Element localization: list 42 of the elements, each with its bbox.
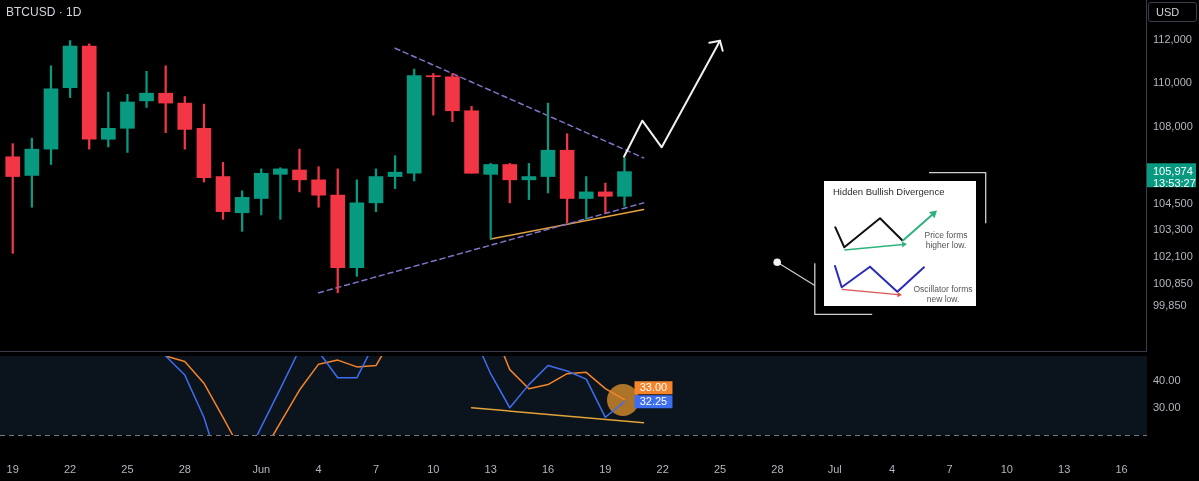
x-tick-label: 22	[656, 462, 669, 475]
x-tick-label: 28	[178, 462, 191, 475]
y-tick-label: 104,500	[1153, 196, 1193, 209]
y-tick-label: 108,000	[1153, 120, 1193, 133]
x-tick-label: 19	[599, 462, 612, 475]
y-tick-label: 99,850	[1153, 298, 1187, 311]
annotation: Oscillator forms new low.	[912, 284, 974, 304]
y-tick-label: 40.00	[1153, 373, 1181, 386]
candlestick	[292, 148, 307, 193]
annotation: Price forms higher low.	[923, 230, 969, 250]
x-tick-label: 10	[427, 462, 440, 475]
x-tick-label: 10	[1000, 462, 1013, 475]
x-tick-label: 7	[372, 462, 380, 475]
x-tick-label: 19	[6, 462, 19, 475]
x-tick-label: 4	[889, 462, 896, 475]
y-axis-title: USD	[1148, 2, 1197, 22]
y-tick-label: 102,100	[1153, 249, 1193, 262]
x-tick-label: 13	[484, 462, 497, 475]
x-tick-label: Jul	[827, 462, 842, 475]
chart-title: BTCUSD · 1D	[6, 5, 82, 19]
y-tick-label: 103,300	[1153, 223, 1193, 236]
x-tick-label: Jun	[252, 462, 271, 475]
x-tick-label: 28	[771, 462, 784, 475]
x-tick-label: 16	[1115, 462, 1128, 475]
y-tick-label: 105,974	[1153, 164, 1193, 177]
y-tick-label: 30.00	[1153, 400, 1181, 413]
x-tick-label: 16	[541, 462, 555, 475]
x-tick-label: 25	[121, 462, 134, 475]
data-label: 32.25	[639, 395, 668, 408]
x-tick-label: 25	[713, 462, 727, 475]
x-tick-label: 13	[1058, 462, 1071, 475]
y-tick-label: 110,000	[1153, 76, 1192, 89]
text: 13:53:27	[1153, 176, 1196, 189]
x-tick-label: 7	[946, 462, 953, 475]
x-tick-label: 22	[63, 462, 77, 475]
y-tick-label: 112,000	[1153, 32, 1192, 45]
y-tick-label: 100,850	[1153, 277, 1193, 290]
candlestick	[273, 167, 288, 220]
candlestick	[139, 70, 154, 108]
text: Hidden Bullish Divergence	[833, 186, 945, 197]
data-label: 33.00	[639, 381, 668, 394]
x-tick-label: 4	[315, 462, 322, 475]
